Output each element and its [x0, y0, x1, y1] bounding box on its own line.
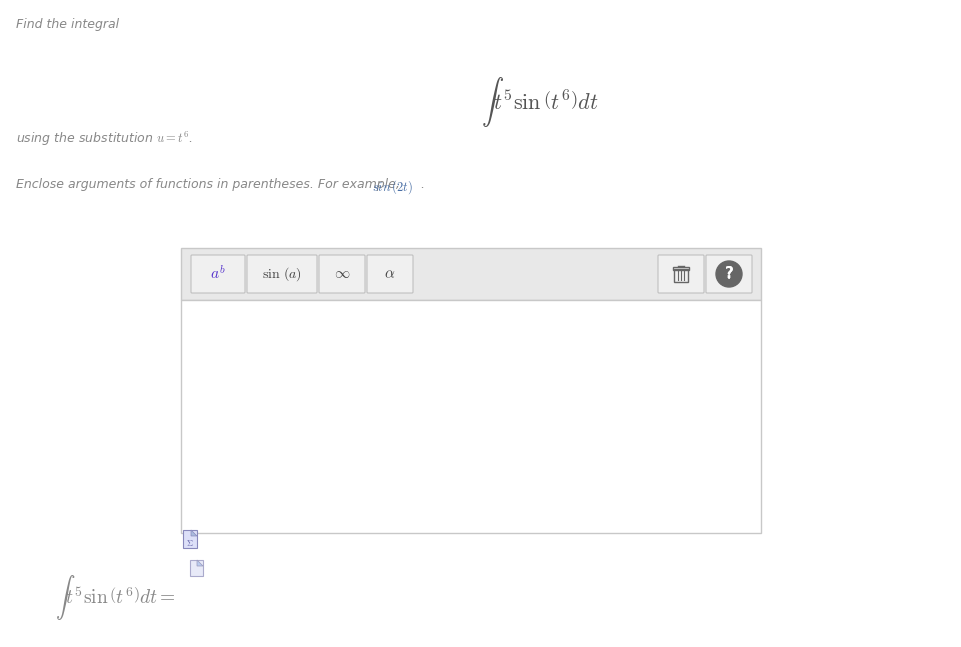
Bar — [181, 300, 760, 533]
FancyBboxPatch shape — [705, 255, 752, 293]
Text: ?: ? — [724, 267, 732, 281]
Polygon shape — [191, 530, 197, 536]
Text: $\int t^5\sin\left(t^6\right)dt$: $\int t^5\sin\left(t^6\right)dt$ — [480, 75, 598, 129]
Bar — [181, 248, 760, 300]
FancyBboxPatch shape — [366, 255, 412, 293]
Bar — [673, 267, 688, 270]
Text: using the substitution $u = t^6$.: using the substitution $u = t^6$. — [16, 130, 193, 148]
FancyBboxPatch shape — [183, 530, 197, 548]
Text: $\int t^5\sin\left(t^6\right)dt = $: $\int t^5\sin\left(t^6\right)dt = $ — [55, 573, 176, 622]
FancyBboxPatch shape — [657, 255, 703, 293]
Text: ?: ? — [724, 265, 732, 283]
Polygon shape — [197, 560, 203, 566]
Bar — [674, 269, 687, 282]
Text: $\mathit{sin}\,(2t)$: $\mathit{sin}\,(2t)$ — [372, 178, 412, 196]
Text: .: . — [420, 178, 424, 191]
FancyBboxPatch shape — [190, 560, 203, 576]
Circle shape — [715, 261, 741, 287]
FancyBboxPatch shape — [247, 255, 317, 293]
Text: $\Sigma$: $\Sigma$ — [186, 538, 193, 548]
Text: $\sin\,(a)$: $\sin\,(a)$ — [261, 265, 302, 283]
Text: $\infty$: $\infty$ — [333, 267, 350, 281]
Text: $\alpha$: $\alpha$ — [384, 267, 395, 281]
Text: Find the integral: Find the integral — [16, 18, 119, 31]
FancyBboxPatch shape — [191, 255, 245, 293]
Text: $a^b$: $a^b$ — [210, 265, 226, 283]
Text: Enclose arguments of functions in parentheses. For example,: Enclose arguments of functions in parent… — [16, 178, 404, 191]
FancyBboxPatch shape — [319, 255, 364, 293]
